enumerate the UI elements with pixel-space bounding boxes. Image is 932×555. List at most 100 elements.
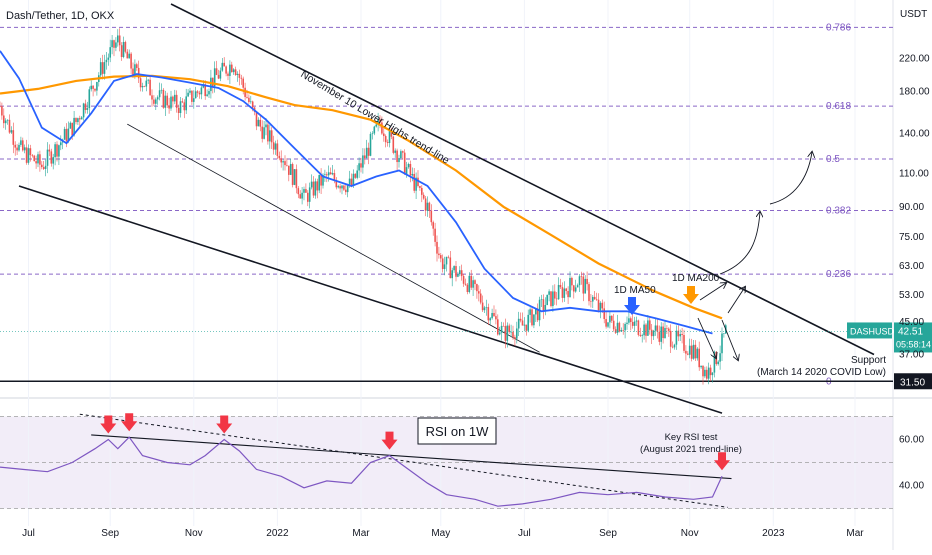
candle-body: [231, 64, 233, 73]
candle-body: [392, 136, 395, 153]
candle-body: [318, 174, 320, 191]
candle-body: [187, 92, 189, 97]
candle-body: [388, 130, 391, 143]
key-rsi-sub-label: (August 2021 trend-line): [640, 444, 742, 455]
candle-body: [255, 111, 258, 127]
candle-body: [685, 350, 687, 354]
candle-body: [272, 142, 275, 150]
candle-body: [94, 88, 96, 91]
trendline-lower-highs: [170, 3, 875, 356]
candle-body: [75, 117, 77, 123]
candle-body: [717, 361, 719, 365]
rsi-peak-arrow-3: [381, 431, 398, 450]
candle-body: [630, 318, 632, 323]
candle-body: [6, 119, 9, 121]
candle-body: [603, 308, 605, 320]
last-price-value: 42.51: [898, 326, 923, 337]
channel-lower-line: [18, 185, 723, 414]
candle-body: [601, 302, 604, 309]
candle-body: [18, 144, 20, 151]
candle-body: [649, 320, 651, 330]
candle-body: [63, 128, 66, 140]
candle-body: [225, 66, 227, 74]
candle-body: [407, 164, 410, 168]
candle-body: [550, 291, 552, 307]
candle-body: [115, 42, 117, 48]
candle-body: [675, 330, 678, 345]
candle-body: [343, 185, 345, 190]
candle-body: [396, 150, 398, 163]
candle-body: [424, 198, 427, 211]
candle-body: [297, 188, 300, 195]
candle-body: [210, 77, 212, 92]
candle-body: [521, 320, 524, 326]
candle-body: [706, 369, 708, 379]
candle-body: [478, 291, 480, 294]
candle-body: [33, 155, 35, 162]
candle-body: [514, 336, 516, 339]
candle-body: [364, 155, 366, 159]
candle-body: [307, 192, 309, 202]
candle-body: [687, 353, 689, 355]
candle-body: [383, 133, 385, 137]
support-sub-label: (March 14 2020 COVID Low): [757, 367, 886, 378]
candle-body: [702, 365, 704, 377]
candle-body: [512, 331, 514, 337]
candle-body: [310, 181, 313, 188]
candle-body: [259, 119, 262, 127]
rsi-trendline-dashed: [79, 413, 728, 508]
candle-body: [189, 90, 191, 93]
candle-body: [563, 288, 566, 298]
candle-body: [109, 47, 111, 58]
candle-body: [476, 284, 478, 292]
candle-body: [597, 299, 600, 311]
candle-body: [365, 147, 368, 159]
y-tick-label-2: 140.00: [899, 128, 930, 139]
fib-label-4: 0.236: [826, 269, 851, 280]
candle-body: [622, 330, 624, 331]
candle-body: [576, 285, 579, 288]
candle-body: [50, 151, 53, 164]
candle-body: [213, 68, 216, 87]
support-price-badge: [894, 373, 932, 390]
candle-body: [0, 106, 1, 107]
candle-body: [491, 312, 493, 319]
candle-body: [331, 173, 334, 175]
candle-body: [498, 332, 501, 335]
rsi-line: [0, 436, 723, 507]
candle-body: [664, 328, 666, 339]
candle-body: [122, 42, 125, 57]
candle-body: [143, 86, 146, 87]
key-rsi-label: Key RSI test: [665, 432, 718, 443]
candle-body: [373, 126, 376, 134]
candle-body: [377, 119, 379, 125]
candle-body: [22, 140, 24, 151]
candle-body: [134, 64, 136, 76]
candle-body: [136, 64, 138, 68]
candle-body: [3, 115, 5, 124]
candle-body: [628, 318, 630, 323]
candle-body: [525, 324, 528, 331]
candle-body: [316, 181, 319, 191]
candle-body: [244, 87, 246, 97]
candle-body: [673, 344, 676, 348]
candle-body: [29, 148, 32, 156]
x-tick-label-5: May: [431, 528, 450, 539]
candle-body: [474, 280, 476, 285]
candle-body: [326, 174, 328, 176]
candle-body: [194, 91, 197, 99]
candle-body: [633, 321, 636, 326]
candle-body: [329, 172, 332, 175]
candle-body: [337, 186, 339, 188]
candle-body: [631, 322, 634, 326]
candle-body: [118, 35, 121, 46]
candle-body: [645, 324, 647, 336]
candle-body: [261, 126, 263, 139]
candle-body: [403, 152, 406, 175]
candle-body: [527, 314, 529, 331]
candle-body: [71, 122, 73, 136]
candle-body: [345, 189, 347, 193]
candle-body: [386, 142, 389, 143]
candle-body: [571, 277, 573, 286]
